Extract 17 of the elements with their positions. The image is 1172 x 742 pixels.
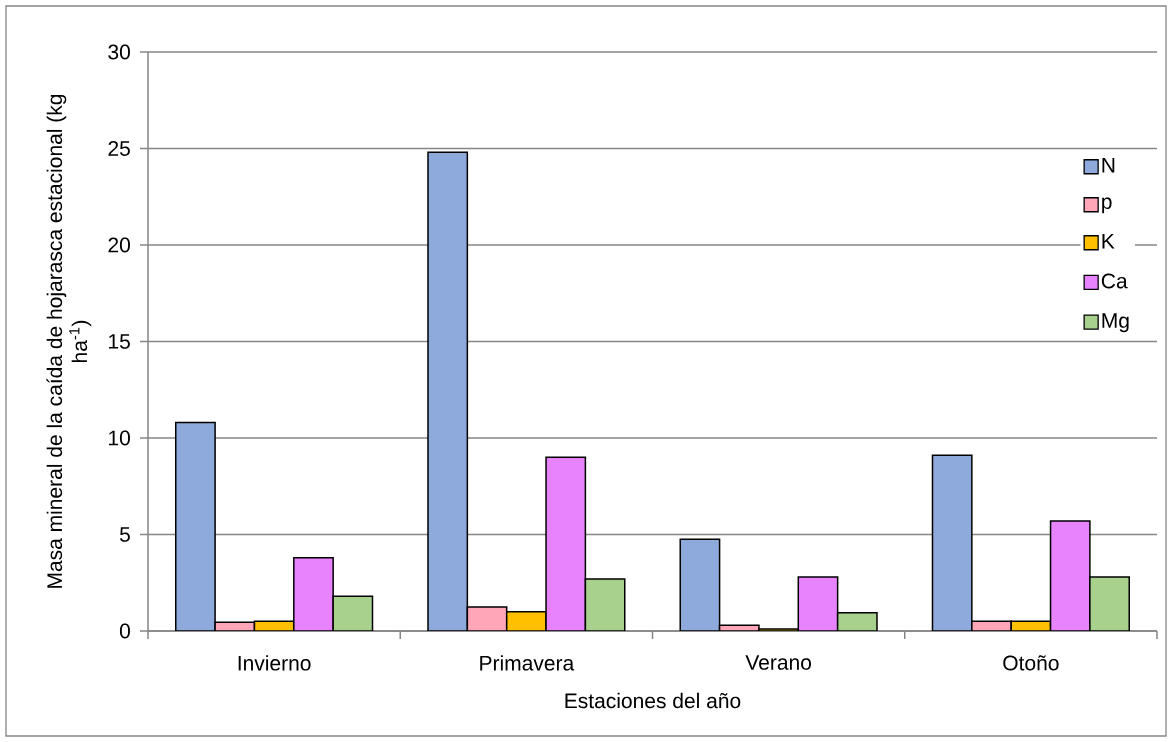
legend-label: K (1102, 233, 1115, 249)
x-tick-label: Otoño (1003, 655, 1059, 671)
x-tick-label: Verano (745, 655, 812, 670)
legend-label: Ca (1101, 273, 1128, 289)
legend-label: Mg (1102, 313, 1129, 333)
x-axis-title: Estaciones del año (565, 692, 741, 709)
legend-label: N (1102, 157, 1115, 173)
y-tick-label: 5 (119, 527, 130, 542)
y-tick-label: 25 (108, 141, 130, 156)
x-tick-label: Primavera (480, 655, 575, 671)
legend-label: p (1102, 197, 1112, 214)
x-tick-label: Invierno (238, 655, 311, 671)
y-tick-label: 15 (109, 334, 130, 349)
y-tick-label: 30 (108, 44, 130, 60)
y-tick-label: 0 (119, 623, 130, 639)
y-tick-label: 10 (109, 430, 130, 446)
y-tick-label: 20 (108, 237, 130, 253)
